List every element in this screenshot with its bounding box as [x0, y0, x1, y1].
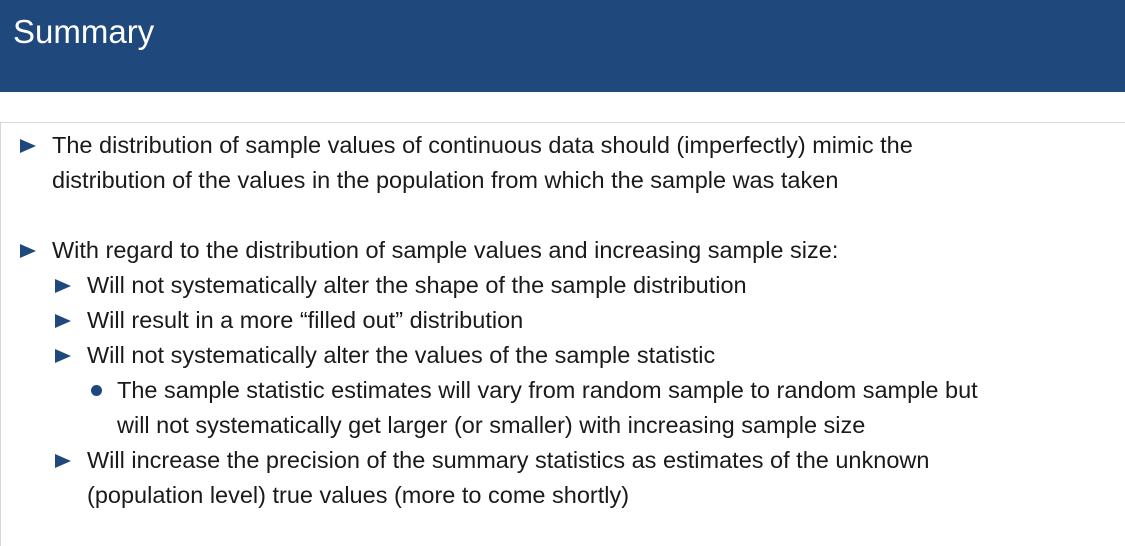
sub-bullet-text: Will not systematically alter the shape …: [87, 272, 747, 298]
sub-sub-bullet-item: The sample statistic estimates will vary…: [0, 373, 1125, 408]
bullet-item: With regard to the distribution of sampl…: [0, 233, 1125, 268]
bullet-list: The distribution of sample values of con…: [0, 128, 1125, 513]
sub-bullet-item: Will not systematically alter the shape …: [0, 268, 1125, 303]
content-frame: [0, 122, 1125, 546]
sub-sub-bullet-continuation: will not systematically get larger (or s…: [0, 408, 1125, 443]
sub-sub-bullet-text: The sample statistic estimates will vary…: [117, 377, 978, 403]
bullet-item: The distribution of sample values of con…: [0, 128, 1125, 163]
bullet-text: The distribution of sample values of con…: [52, 132, 913, 158]
sub-bullet-item: Will result in a more “filled out” distr…: [0, 303, 1125, 338]
sub-sub-bullet-text: will not systematically get larger (or s…: [117, 412, 866, 438]
slide-title: Summary: [13, 13, 155, 50]
sub-bullet-item: Will not systematically alter the values…: [0, 338, 1125, 373]
sub-bullet-text: (population level) true values (more to …: [87, 482, 630, 508]
sub-bullet-item: Will increase the precision of the summa…: [0, 443, 1125, 478]
sub-bullet-continuation: (population level) true values (more to …: [0, 478, 1125, 513]
bullet-text: With regard to the distribution of sampl…: [52, 237, 839, 263]
slide-header: Summary: [0, 0, 1125, 92]
sub-bullet-text: Will result in a more “filled out” distr…: [87, 307, 524, 333]
bullet-text: distribution of the values in the popula…: [52, 167, 839, 193]
sub-bullet-text: Will increase the precision of the summa…: [87, 447, 930, 473]
sub-bullet-text: Will not systematically alter the values…: [87, 342, 716, 368]
bullet-spacer: [0, 198, 1125, 233]
bullet-continuation: distribution of the values in the popula…: [0, 163, 1125, 198]
